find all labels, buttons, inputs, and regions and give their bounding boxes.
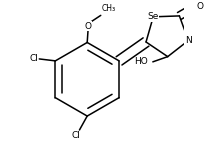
Text: CH₃: CH₃ [101,4,115,13]
Text: O: O [85,22,92,30]
Text: HO: HO [134,57,148,66]
Text: Cl: Cl [71,131,80,140]
Text: O: O [197,2,204,11]
Text: Se: Se [148,12,159,21]
Text: N: N [185,36,192,45]
Text: Cl: Cl [30,54,38,63]
